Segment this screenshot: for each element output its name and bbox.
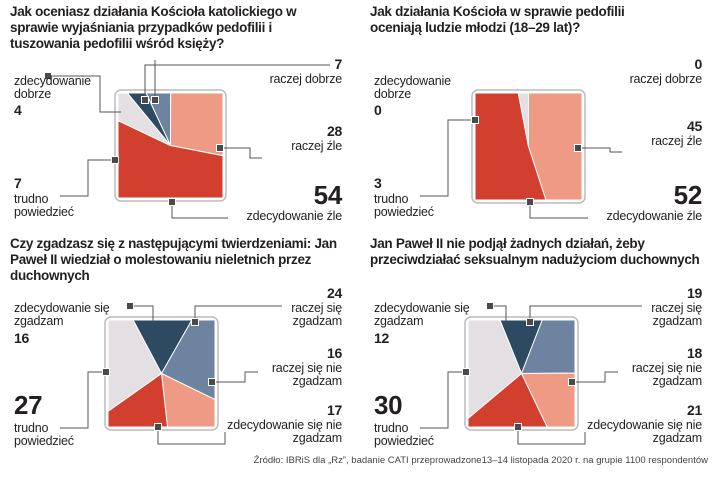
connector-line [517,427,586,445]
connector-marker [154,423,162,431]
value-raczej-dobrze: 7 [334,56,343,72]
slice-trudno-powiedzieć [107,319,163,413]
connector-marker [486,302,494,310]
value-zdecydowanie-nie-zgadzam: 21 [687,402,702,418]
chart-3: Czy zgadzasz się z następującymi twierdz… [0,232,360,472]
chart-4: Jan Paweł II nie podjął żadnych działań,… [360,232,720,472]
pie-chart [420,89,622,219]
value-raczej-zgadzam: 19 [687,285,702,301]
label-zdecydowanie-dobrze: zdecydowanie dobrze [374,74,451,101]
label-zdecydowanie-zgadzam: zdecydowanie się zgadzam [374,301,470,328]
label-raczej-zle: raczej źle [651,134,702,148]
value-zdecydowanie-dobrze: 4 [14,102,22,118]
label-trudno: trudno powiedzieć [14,421,74,448]
connector-marker [462,368,470,376]
label-raczej-zgadzam: raczej się zgadzam [291,301,342,328]
value-zdecydowanie-zgadzam: 16 [14,330,29,346]
connector-line [144,64,330,100]
label-zdecydowanie-dobrze: zdecydowanie dobrze [14,74,91,101]
slice-raczej-źle [169,92,224,157]
value-trudno: 7 [14,175,22,191]
connector-marker [526,198,534,206]
label-raczej-dobrze: raczej dobrze [269,72,343,86]
value-raczej-zgadzam: 24 [327,285,342,301]
label-raczej-zgadzam: raczej się zgadzam [651,301,702,328]
slice-zdecydowanie-źle [474,92,547,201]
connector-line [60,371,106,429]
connector-marker [216,144,224,152]
connector-marker [574,144,582,152]
value-zdecydowanie-zle: 52 [673,180,703,210]
value-raczej-zle: 45 [687,118,702,134]
label-zdecydowanie-zle: zdecydowanie źle [246,209,343,223]
connector-line [48,75,121,113]
pie-chart [60,302,282,445]
pie-chart [420,302,642,445]
connector-line [578,147,622,153]
label-raczej-zle: raczej źle [291,139,342,153]
connector-line [420,371,466,429]
label-zdecydowanie-zle: zdecydowanie źle [606,209,703,223]
connector-marker [208,378,216,386]
label-zdecydowanie-zgadzam: zdecydowanie się zgadzam [14,301,110,328]
chart-title: Jak oceniasz działania Kościoła katolick… [10,4,297,51]
label-trudno: trudno powiedzieć [14,192,74,219]
value-zdecydowanie-dobrze: 0 [374,102,382,118]
label-raczej-dobrze: raczej dobrze [629,72,703,86]
connector-marker [126,302,134,310]
chart-2: Jak działania Kościoła w sprawie pedofil… [360,0,720,240]
connector-line [420,119,475,197]
label-zdecydowanie-nie-zgadzam: zdecydowanie się nie zgadzam [227,418,342,445]
connector-marker [514,423,522,431]
connector-line [60,159,115,197]
connector-marker [471,116,479,124]
connector-line [529,202,588,219]
connector-marker [168,198,176,206]
chart-title: Jak działania Kościoła w sprawie pedofil… [370,4,625,35]
label-trudno: trudno powiedzieć [374,421,434,448]
slice-zdecydowanie-dobrze [126,92,171,146]
connector-line [130,305,154,322]
source-note: Źródło: IBRiS dla „Rz”, badanie CATI prz… [253,455,708,466]
value-zdecydowanie-nie-zgadzam: 17 [327,402,342,418]
value-zdecydowanie-zgadzam: 12 [374,330,389,346]
connector-line [194,305,282,322]
connector-line [171,202,228,219]
connector-marker [151,96,159,104]
connector-marker [568,378,576,386]
connector-line [490,305,507,322]
value-trudno: 3 [374,175,382,191]
connector-line [529,305,642,322]
chart-title: Jan Paweł II nie podjął żadnych działań,… [370,236,700,267]
slice-trudno-powiedzieć [517,92,529,147]
connector-line [157,427,226,445]
chart-1: Jak oceniasz działania Kościoła katolick… [0,0,360,240]
connector-marker [191,318,199,326]
slice-trudno-powiedzieć [467,319,523,420]
connector-line [212,371,258,383]
label-raczej-nie-zgadzam: raczej się nie zgadzam [631,361,702,388]
connector-marker [44,72,52,80]
connector-marker [141,96,149,104]
pie-chart [44,60,330,219]
label-zdecydowanie-nie-zgadzam: zdecydowanie się nie zgadzam [587,418,702,445]
connector-marker [102,368,110,376]
label-trudno: trudno powiedzieć [374,192,434,219]
value-trudno: 30 [374,390,403,420]
connector-marker [111,156,119,164]
connector-line [220,147,262,159]
value-trudno: 27 [14,390,43,420]
value-raczej-dobrze: 0 [694,56,703,72]
chart-title: Czy zgadzasz się z następującymi twierdz… [10,236,337,283]
value-raczej-nie-zgadzam: 18 [687,345,702,361]
connector-line [572,371,618,383]
value-zdecydowanie-zle: 54 [313,180,343,210]
value-raczej-zle: 28 [327,123,342,139]
value-raczej-nie-zgadzam: 16 [327,345,342,361]
label-raczej-nie-zgadzam: raczej się nie zgadzam [271,361,342,388]
connector-marker [526,318,534,326]
